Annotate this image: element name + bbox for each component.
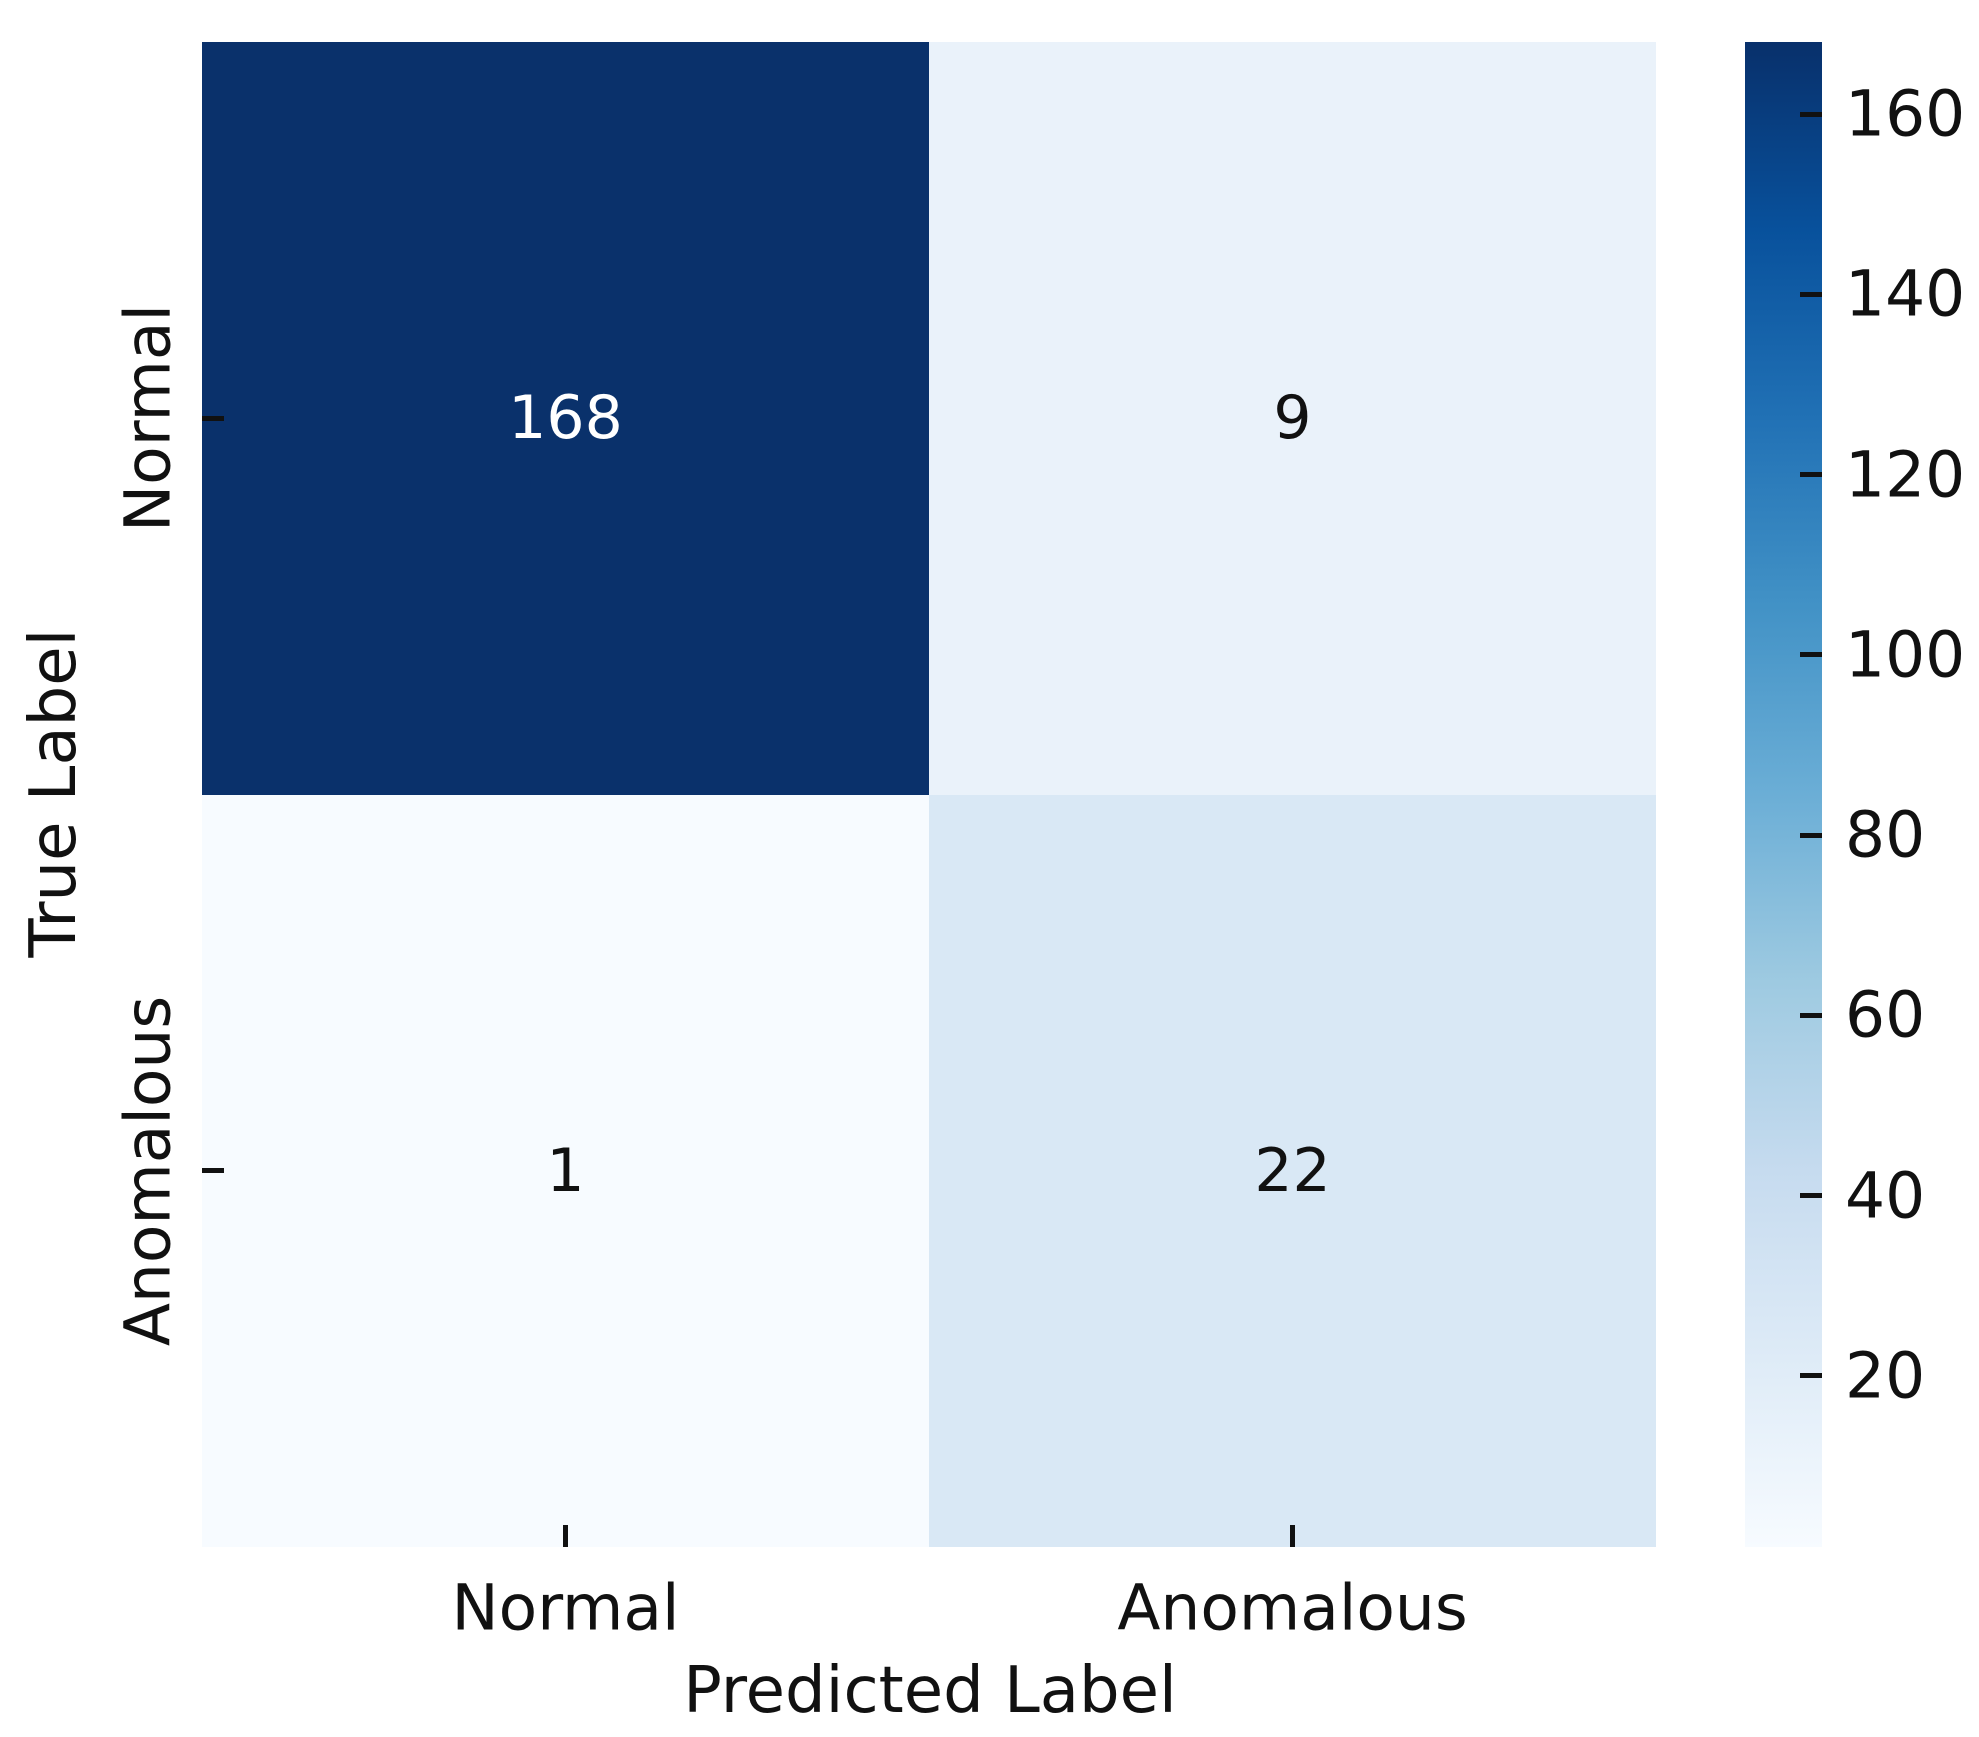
heatmap-cell-r0c0: 168 (202, 42, 929, 795)
x-axis-tick-mark (1290, 1525, 1295, 1547)
heatmap-cell-r1c1: 22 (929, 794, 1656, 1547)
colorbar-tick-label: 160 (1845, 77, 1966, 151)
colorbar-tick-mark (1800, 1012, 1822, 1018)
colorbar-tick-mark (1800, 472, 1822, 478)
y-axis-tick-mark (202, 415, 224, 421)
colorbar-tick-label: 60 (1845, 978, 1926, 1052)
heatmap-cell-r0c1: 9 (929, 42, 1656, 795)
colorbar-tick-label: 140 (1845, 257, 1966, 331)
colorbar-tick-mark (1800, 111, 1822, 117)
confusion-matrix-heatmap: 168 9 1 22 (202, 42, 1656, 1547)
colorbar-tick-mark (1800, 1193, 1822, 1199)
colorbar (1745, 42, 1822, 1547)
colorbar-tick-label: 20 (1845, 1339, 1926, 1413)
colorbar-tick-mark (1800, 1373, 1822, 1379)
colorbar-tick-label: 80 (1845, 798, 1926, 872)
y-tick-label: Anomalous (111, 995, 185, 1346)
x-axis-tick-mark (563, 1525, 568, 1547)
heatmap-cell-value: 22 (1254, 1135, 1331, 1206)
y-axis-tick-mark (202, 1168, 224, 1174)
colorbar-tick-label: 100 (1845, 618, 1966, 692)
colorbar-tick-label: 40 (1845, 1159, 1926, 1233)
y-axis-title: True Label (17, 628, 91, 958)
x-tick-label: Normal (451, 1571, 680, 1645)
heatmap-cell-value: 9 (1273, 383, 1312, 454)
colorbar-tick-mark (1800, 832, 1822, 838)
x-tick-label: Anomalous (1117, 1571, 1468, 1645)
heatmap-cell-value: 1 (546, 1135, 585, 1206)
x-axis-title: Predicted Label (683, 1654, 1177, 1728)
heatmap-cell-value: 168 (508, 383, 623, 454)
colorbar-tick-label: 120 (1845, 438, 1966, 512)
colorbar-tick-mark (1800, 291, 1822, 297)
heatmap-cell-r1c0: 1 (202, 794, 929, 1547)
colorbar-tick-mark (1800, 652, 1822, 658)
y-tick-label: Normal (111, 304, 185, 533)
